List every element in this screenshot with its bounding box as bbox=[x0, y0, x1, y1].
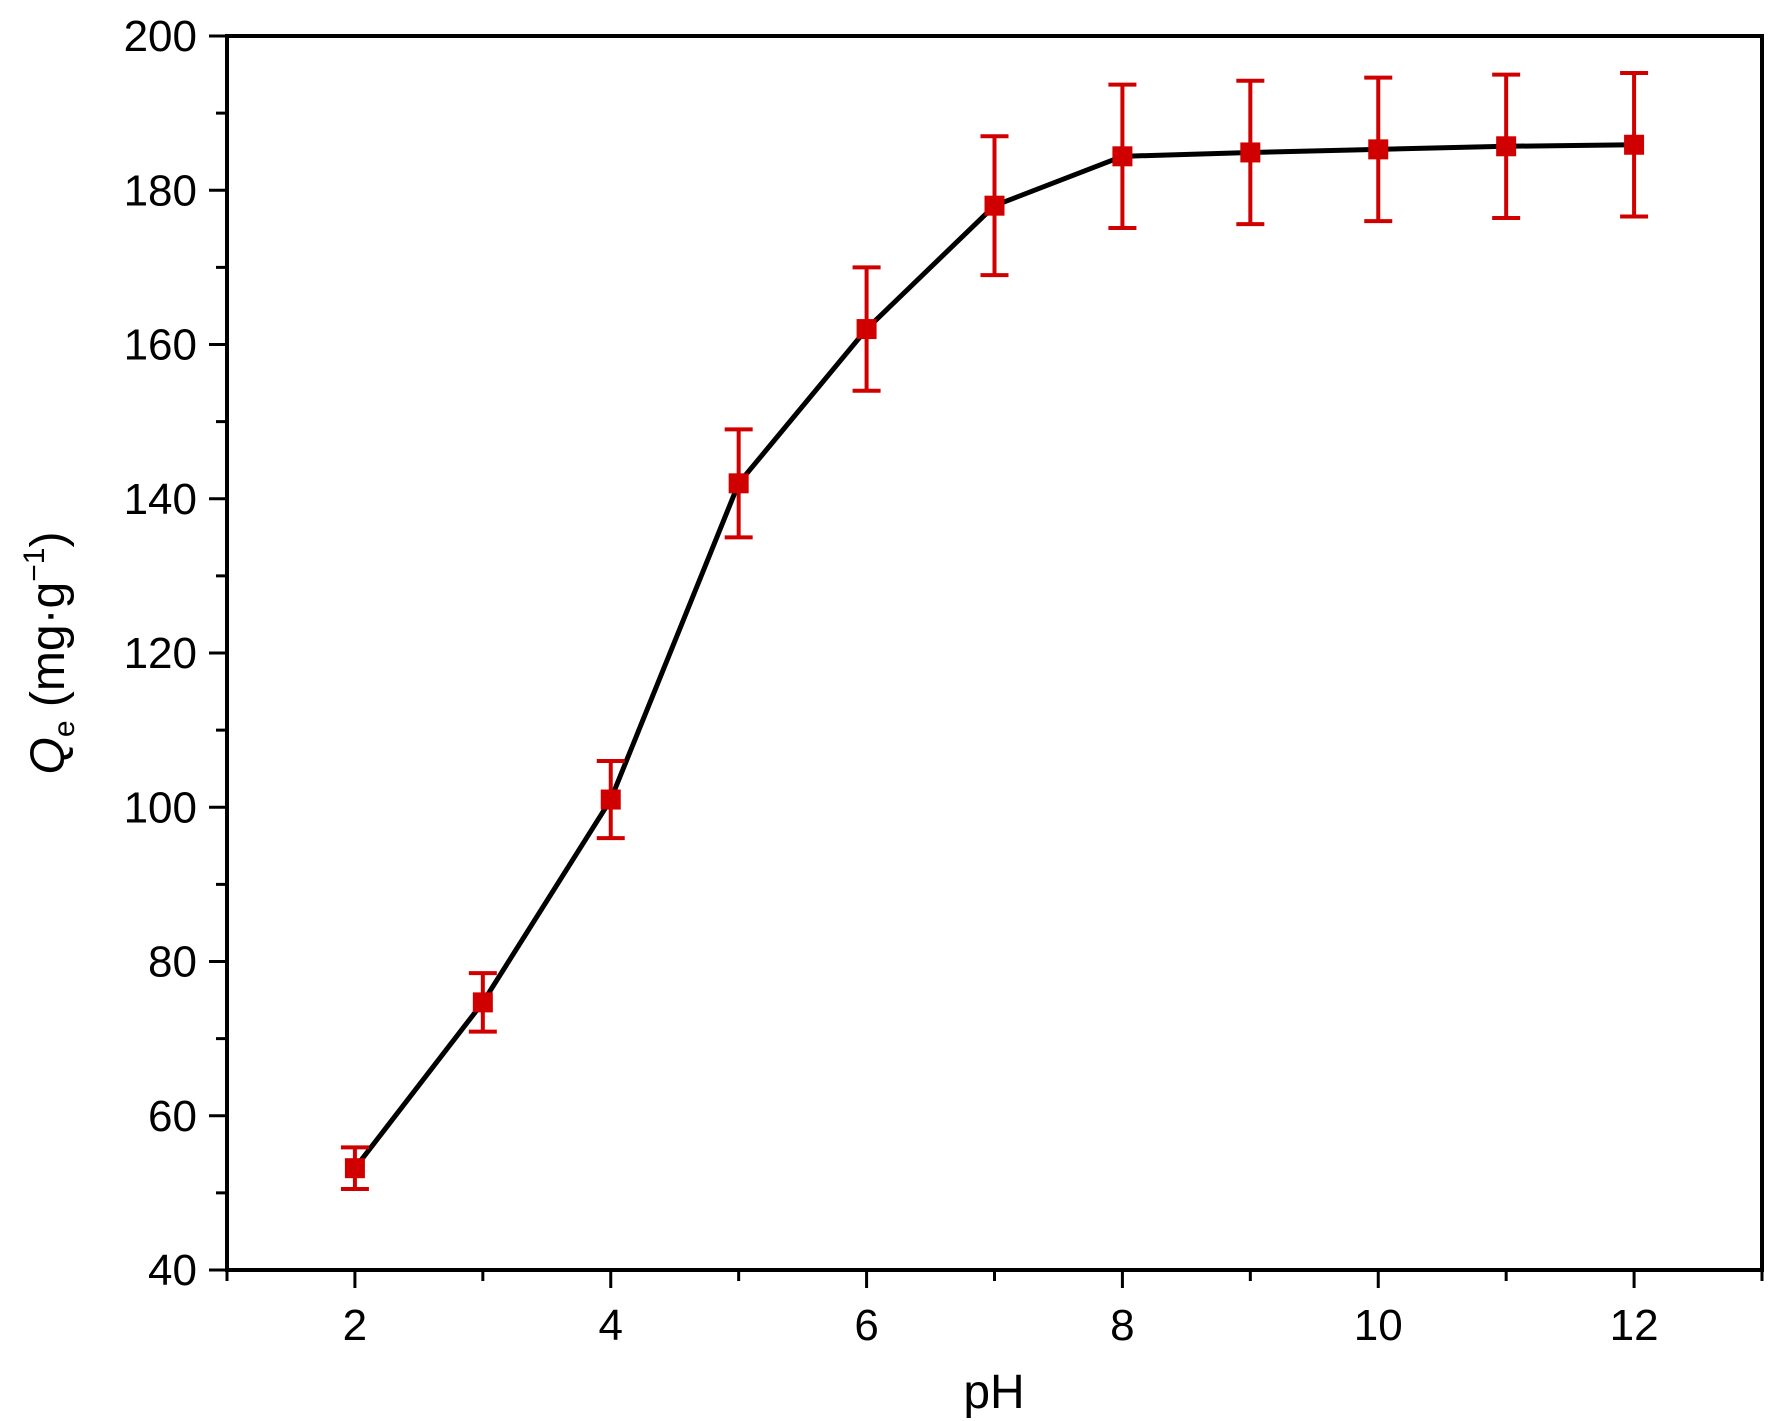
x-tick-label: 4 bbox=[599, 1301, 623, 1350]
x-tick-label: 2 bbox=[343, 1301, 367, 1350]
x-tick-label: 8 bbox=[1110, 1301, 1134, 1350]
series-line bbox=[352, 142, 1635, 1170]
data-point bbox=[1624, 134, 1645, 155]
y-tick-label: 160 bbox=[124, 321, 197, 370]
data-point bbox=[1496, 136, 1517, 157]
data-point bbox=[1240, 142, 1261, 163]
data-point bbox=[1368, 139, 1389, 160]
data-point bbox=[600, 789, 621, 810]
data-point bbox=[856, 319, 877, 340]
y-axis-tick-labels: 40 60 80 100 120 140 160 180 200 bbox=[124, 12, 197, 1295]
y-axis-subscript: e bbox=[48, 720, 81, 737]
y-axis-unit: (mg·g bbox=[22, 582, 75, 721]
data-markers bbox=[344, 134, 1645, 1179]
x-axis-ticks bbox=[225, 1270, 1764, 1288]
y-tick-label: 100 bbox=[124, 783, 197, 832]
x-tick-label: 10 bbox=[1354, 1301, 1403, 1350]
data-point bbox=[728, 473, 749, 494]
data-point bbox=[472, 992, 493, 1013]
y-axis-unit-superscript: −1 bbox=[18, 548, 51, 582]
data-point bbox=[1112, 146, 1133, 167]
x-tick-label: 6 bbox=[854, 1301, 878, 1350]
data-point bbox=[984, 195, 1005, 216]
y-tick-label: 120 bbox=[124, 629, 197, 678]
y-tick-label: 40 bbox=[148, 1246, 197, 1295]
x-axis-tick-labels: 2 4 6 8 10 12 bbox=[343, 1301, 1659, 1350]
data-point bbox=[344, 1158, 365, 1179]
y-tick-label: 180 bbox=[124, 166, 197, 215]
x-tick-label: 12 bbox=[1610, 1301, 1659, 1350]
error-bars bbox=[340, 71, 1649, 1192]
y-tick-label: 60 bbox=[148, 1092, 197, 1141]
y-tick-label: 80 bbox=[148, 938, 197, 987]
y-tick-label: 200 bbox=[124, 12, 197, 61]
y-axis-ticks bbox=[209, 34, 227, 1272]
y-axis-unit-close: ) bbox=[22, 532, 75, 548]
x-axis-title: pH bbox=[963, 1366, 1024, 1419]
y-axis-symbol: Q bbox=[22, 737, 75, 774]
y-axis-title: Qe (mg·g−1) bbox=[18, 532, 81, 775]
y-tick-label: 140 bbox=[124, 475, 197, 524]
